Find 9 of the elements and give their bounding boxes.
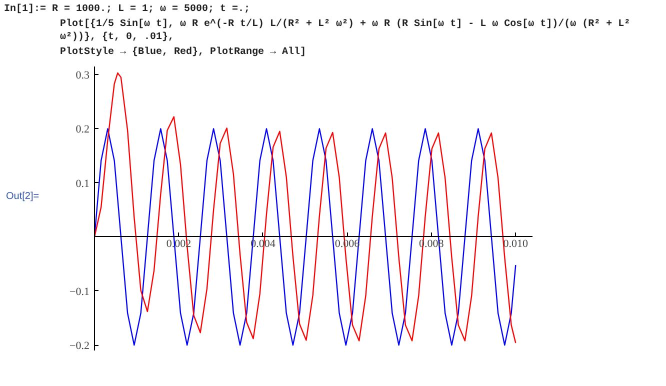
y-tick-label: −0.2	[70, 340, 90, 352]
y-tick-label: −0.1	[70, 286, 90, 298]
text: PlotStyle → {Blue, Red}, PlotRange → All]	[60, 46, 306, 59]
text: Out[2]=	[6, 190, 40, 204]
text: In[1]:= R = 1000.; L = 1; ω = 5000; t =.;	[4, 3, 250, 16]
y-tick-label: 0.2	[76, 124, 90, 136]
y-tick-label: 0.1	[76, 178, 90, 190]
y-tick-label: 0.3	[76, 70, 90, 82]
text: Plot[{1/5 Sin[ω t], ω R e^(-R t/L) L/(R² + L² ω²) + ω R (R Sin[ω t] - L ω Cos[ω t])/(ω (R² + L² ω²))}, {t, 0, .01},	[60, 18, 632, 44]
